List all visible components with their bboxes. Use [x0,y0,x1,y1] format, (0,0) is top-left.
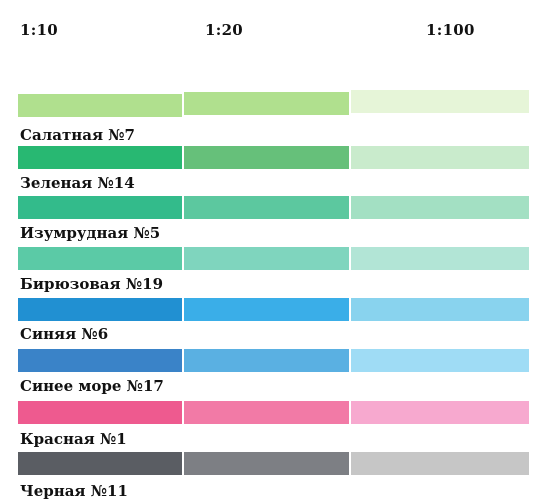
swatch-row-5-col-2 [184,298,349,321]
swatch-row-5-col-3 [351,298,529,321]
swatch-row-7-col-3 [351,401,529,424]
swatch-row-7-col-2 [184,401,349,424]
swatch-row-1-col-3 [351,90,529,113]
swatch-row-2-col-2 [184,146,349,169]
swatch-row-6-col-2 [184,349,349,372]
swatch-row-2-col-1 [18,146,182,169]
row-label: Бирюзовая №19 [20,275,164,293]
swatch-row-6-col-1 [18,349,182,372]
row-label: Черная №11 [20,482,128,500]
column-header-1-10: 1:10 [20,21,59,39]
swatch-row-7-col-1 [18,401,182,424]
swatch-row-3-col-3 [351,196,529,219]
row-label: Салатная №7 [20,126,135,144]
column-header-1-20: 1:20 [205,21,244,39]
swatch-row-6-col-3 [351,349,529,372]
row-label: Зеленая №14 [20,174,135,192]
swatch-row-4-col-3 [351,247,529,270]
swatch-row-2-col-3 [351,146,529,169]
swatch-row-8-col-3 [351,452,529,475]
swatch-row-4-col-2 [184,247,349,270]
swatch-row-3-col-1 [18,196,182,219]
row-label: Красная №1 [20,430,127,448]
column-header-1-100: 1:100 [426,21,475,39]
swatch-row-3-col-2 [184,196,349,219]
row-label: Изумрудная №5 [20,224,161,242]
row-label: Синее море №17 [20,377,164,395]
row-label: Синяя №6 [20,325,109,343]
swatch-row-8-col-2 [184,452,349,475]
swatch-row-4-col-1 [18,247,182,270]
swatch-row-5-col-1 [18,298,182,321]
swatch-row-8-col-1 [18,452,182,475]
swatch-row-1-col-1 [18,94,182,117]
swatch-row-1-col-2 [184,92,349,115]
